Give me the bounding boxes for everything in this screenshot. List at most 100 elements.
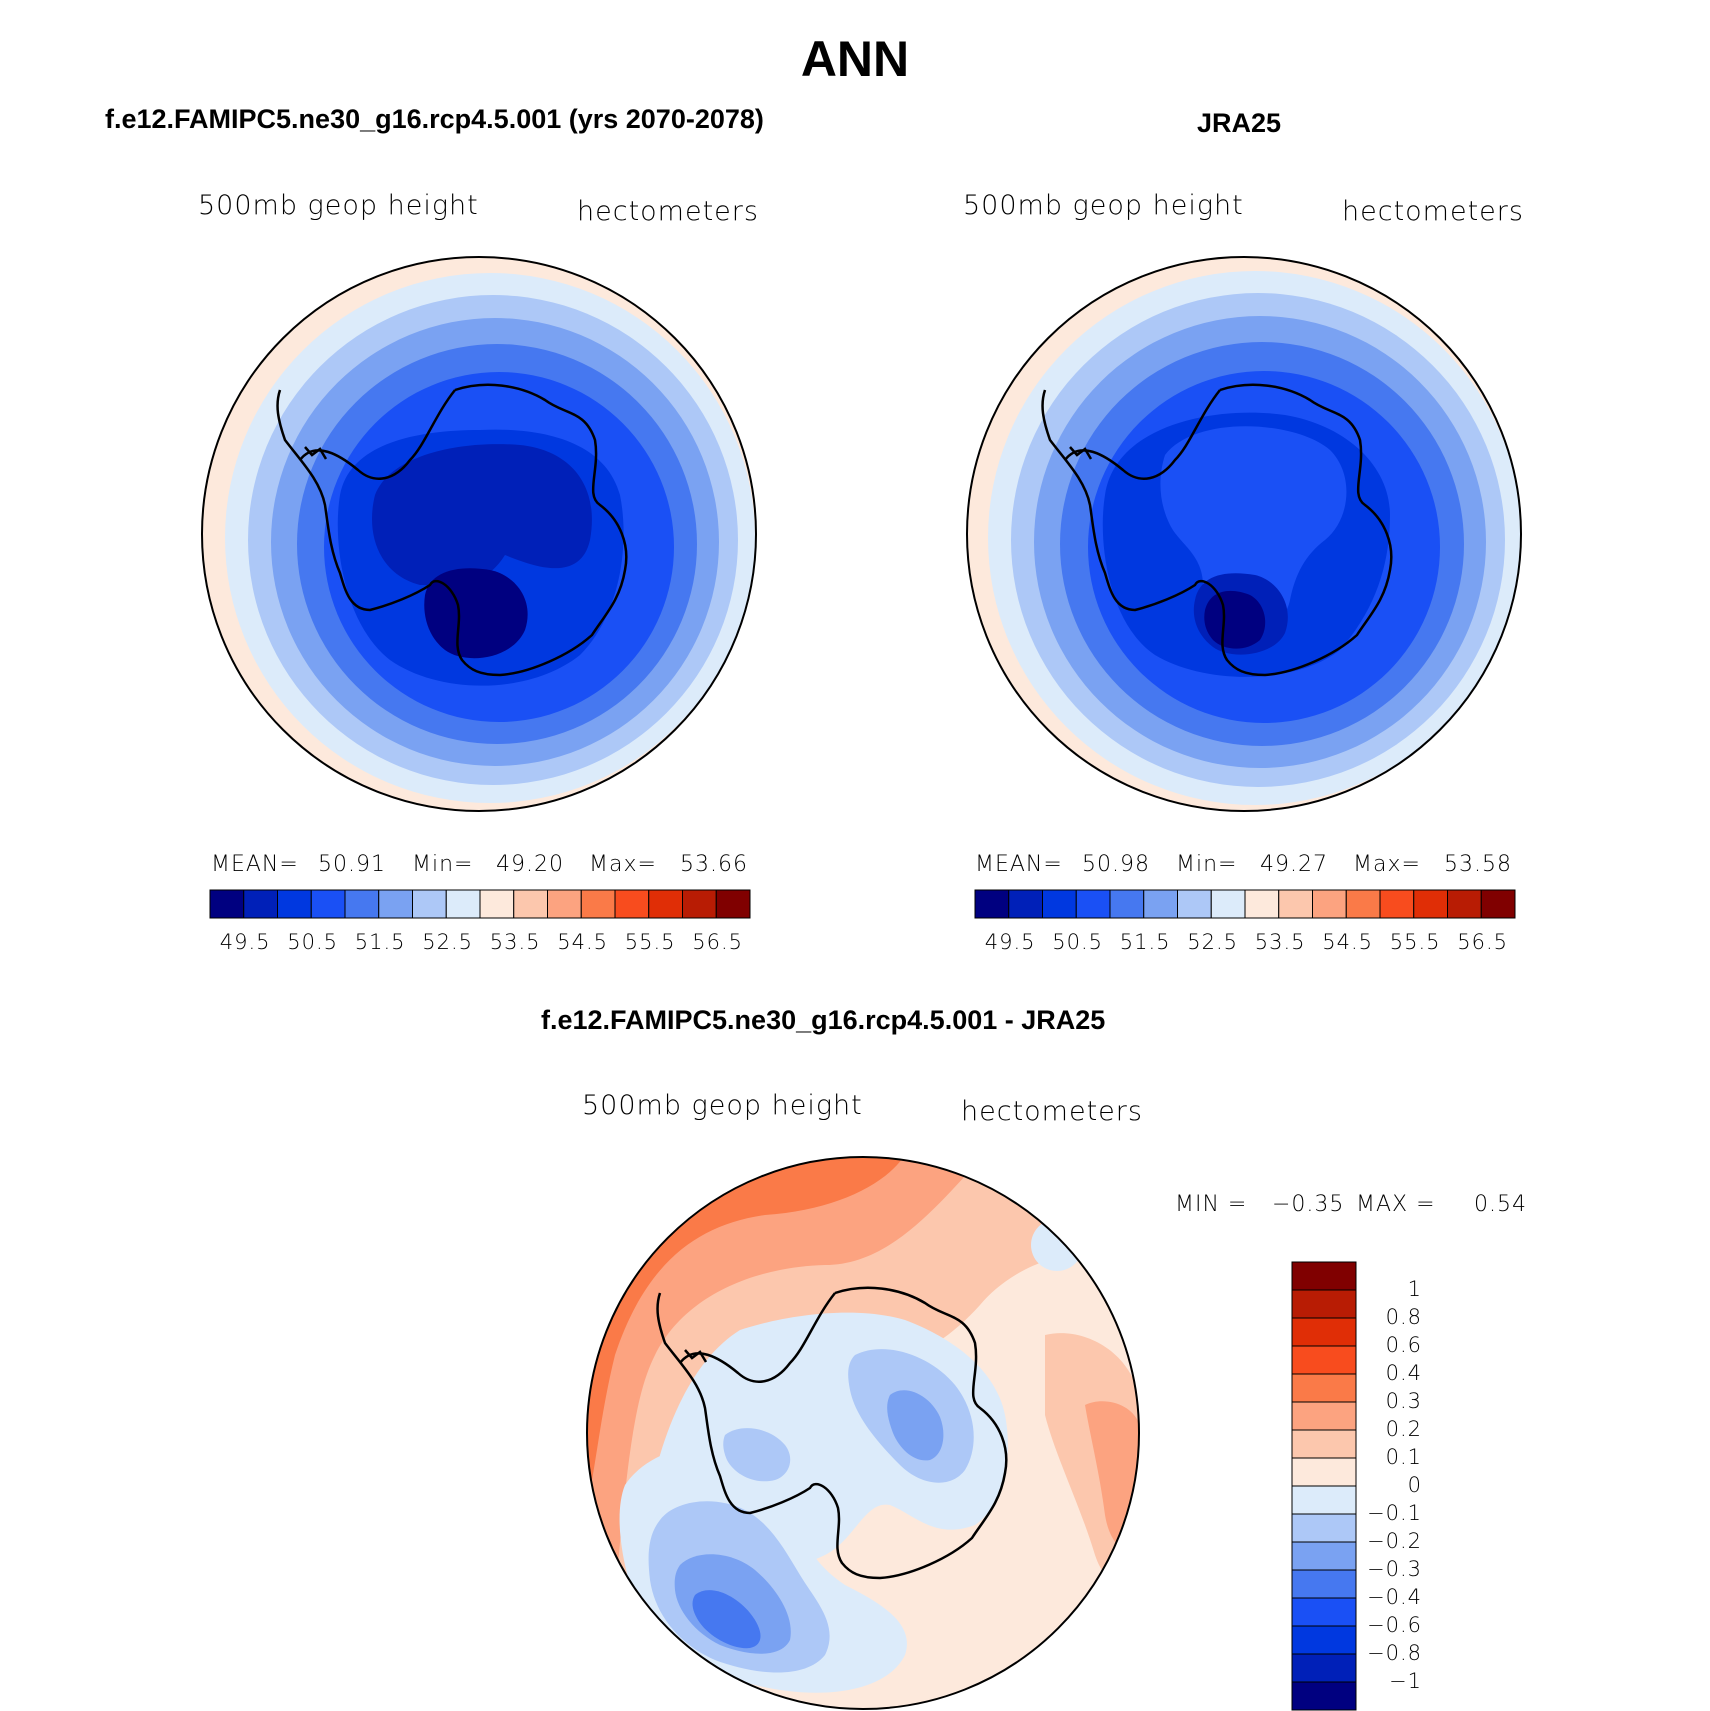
obs-map-border xyxy=(966,256,1522,812)
diff-colorbar xyxy=(1291,1261,1357,1711)
obs-colorbar-tick-label: 54.5 xyxy=(1322,930,1374,954)
diff-colorbar-tick-label: 0.4 xyxy=(1385,1361,1422,1385)
diff-variable-label: 500mb geop height xyxy=(582,1090,863,1121)
obs-colorbar-swatch xyxy=(1244,889,1280,919)
model-mean-value: 50.91 xyxy=(318,852,386,877)
diff-units-label: hectometers xyxy=(961,1096,1143,1127)
diff-colorbar-tick-label: −0.8 xyxy=(1367,1641,1422,1665)
model-colorbar-swatch xyxy=(344,889,380,919)
model-colorbar-swatch xyxy=(580,889,616,919)
model-panel-header: f.e12.FAMIPC5.ne30_g16.rcp4.5.001 (yrs 2… xyxy=(105,104,764,134)
model-colorbar-swatch xyxy=(277,889,312,919)
model-min-value: 49.20 xyxy=(496,852,564,877)
obs-colorbar-swatch xyxy=(1008,889,1043,919)
model-contour-fill xyxy=(202,257,756,811)
model-colorbar-tick-label: 51.5 xyxy=(354,930,406,954)
diff-colorbar-tick-label: 0.1 xyxy=(1385,1445,1422,1469)
antarctica-coastline xyxy=(656,1286,1008,1580)
obs-colorbar-swatch xyxy=(1447,889,1482,919)
obs-colorbar-tick-label: 52.5 xyxy=(1187,930,1239,954)
model-colorbar-swatch xyxy=(513,889,548,919)
model-colorbar-swatch xyxy=(648,889,683,919)
model-colorbar-swatch xyxy=(715,889,751,919)
obs-mean-value: 50.98 xyxy=(1082,852,1150,877)
obs-max-label: Max= xyxy=(1353,852,1421,877)
diff-max-value: 0.54 xyxy=(1474,1192,1527,1217)
model-colorbar-swatch xyxy=(412,889,447,919)
diff-colorbar-tick-label: −0.3 xyxy=(1367,1557,1422,1581)
diff-colorbar-swatch xyxy=(1291,1429,1357,1459)
diff-colorbar-tick-label: 0.2 xyxy=(1385,1417,1422,1441)
model-colorbar xyxy=(209,889,751,919)
obs-max-value: 53.58 xyxy=(1444,852,1512,877)
diff-colorbar-tick-label: 0.6 xyxy=(1385,1333,1422,1357)
diff-colorbar-tick-label: −0.4 xyxy=(1367,1585,1422,1609)
obs-min-label: Min= xyxy=(1176,852,1238,877)
obs-colorbar-swatch xyxy=(1109,889,1145,919)
diff-colorbar-swatch xyxy=(1291,1681,1357,1711)
diff-panel-header: f.e12.FAMIPC5.ne30_g16.rcp4.5.001 - JRA2… xyxy=(541,1005,1106,1035)
model-colorbar-swatch xyxy=(682,889,717,919)
obs-colorbar-swatch xyxy=(1379,889,1415,919)
diff-colorbar-tick-label: −0.2 xyxy=(1367,1529,1422,1553)
model-map-border xyxy=(201,256,757,812)
model-colorbar-swatch xyxy=(378,889,413,919)
obs-colorbar-tick-label: 50.5 xyxy=(1052,930,1104,954)
obs-colorbar-tick-label: 51.5 xyxy=(1119,930,1171,954)
diff-colorbar-swatch xyxy=(1291,1457,1357,1487)
obs-colorbar-swatch xyxy=(974,889,1010,919)
model-max-label: Max= xyxy=(589,852,657,877)
obs-colorbar-swatch xyxy=(1042,889,1077,919)
diff-min-label: MIN = xyxy=(1175,1192,1248,1217)
diff-colorbar-swatch xyxy=(1291,1401,1357,1431)
model-colorbar-tick-label: 54.5 xyxy=(557,930,609,954)
diff-colorbar-swatch xyxy=(1291,1513,1357,1543)
model-colorbar-tick-label: 56.5 xyxy=(692,930,744,954)
obs-colorbar-swatch xyxy=(1345,889,1381,919)
model-colorbar-tick-label: 50.5 xyxy=(287,930,339,954)
antarctica-coastline xyxy=(1041,383,1393,677)
model-max-value: 53.66 xyxy=(680,852,748,877)
model-min-label: Min= xyxy=(412,852,474,877)
model-colorbar-tick-label: 49.5 xyxy=(219,930,271,954)
diff-colorbar-swatch xyxy=(1291,1373,1357,1403)
obs-colorbar-swatch xyxy=(1413,889,1448,919)
diff-colorbar-tick-label: −0.6 xyxy=(1367,1613,1422,1637)
diff-colorbar-tick-label: −1 xyxy=(1389,1669,1422,1693)
model-colorbar-tick-label: 53.5 xyxy=(489,930,541,954)
model-variable-label: 500mb geop height xyxy=(198,190,479,221)
model-colorbar-swatch xyxy=(445,889,481,919)
obs-min-value: 49.27 xyxy=(1260,852,1328,877)
diff-colorbar-tick-label: 0 xyxy=(1407,1473,1422,1497)
diff-polar-map xyxy=(586,1156,1140,1710)
obs-polar-map xyxy=(966,256,1522,812)
diff-colorbar-swatch xyxy=(1291,1345,1357,1375)
model-colorbar-tick-label: 52.5 xyxy=(422,930,474,954)
model-colorbar-swatch xyxy=(243,889,278,919)
diff-colorbar-swatch xyxy=(1291,1541,1357,1571)
diff-colorbar-tick-label: 0.3 xyxy=(1385,1389,1422,1413)
obs-units-label: hectometers xyxy=(1342,196,1524,227)
obs-colorbar-swatch xyxy=(1075,889,1111,919)
figure-title: ANN xyxy=(800,31,910,87)
diff-colorbar-swatch xyxy=(1291,1317,1357,1347)
obs-colorbar-tick-label: 53.5 xyxy=(1254,930,1306,954)
diff-colorbar-tick-label: 1 xyxy=(1407,1277,1422,1301)
obs-colorbar-swatch xyxy=(1210,889,1246,919)
diff-max-label: MAX = xyxy=(1356,1192,1436,1217)
diff-colorbar-swatch xyxy=(1291,1625,1357,1655)
model-colorbar-swatch xyxy=(614,889,650,919)
obs-variable-label: 500mb geop height xyxy=(963,190,1244,221)
diff-colorbar-tick-label: −0.1 xyxy=(1367,1501,1422,1525)
model-colorbar-swatch xyxy=(209,889,245,919)
obs-panel-header: JRA25 xyxy=(1197,108,1282,138)
diff-colorbar-swatch xyxy=(1291,1597,1357,1627)
model-polar-map xyxy=(201,256,757,812)
diff-colorbar-swatch xyxy=(1291,1653,1357,1683)
model-colorbar-swatch xyxy=(547,889,582,919)
obs-colorbar-swatch xyxy=(1278,889,1313,919)
obs-colorbar-swatch xyxy=(1480,889,1516,919)
model-colorbar-swatch xyxy=(310,889,346,919)
diff-colorbar-swatch xyxy=(1291,1569,1357,1599)
obs-colorbar-tick-label: 56.5 xyxy=(1457,930,1509,954)
